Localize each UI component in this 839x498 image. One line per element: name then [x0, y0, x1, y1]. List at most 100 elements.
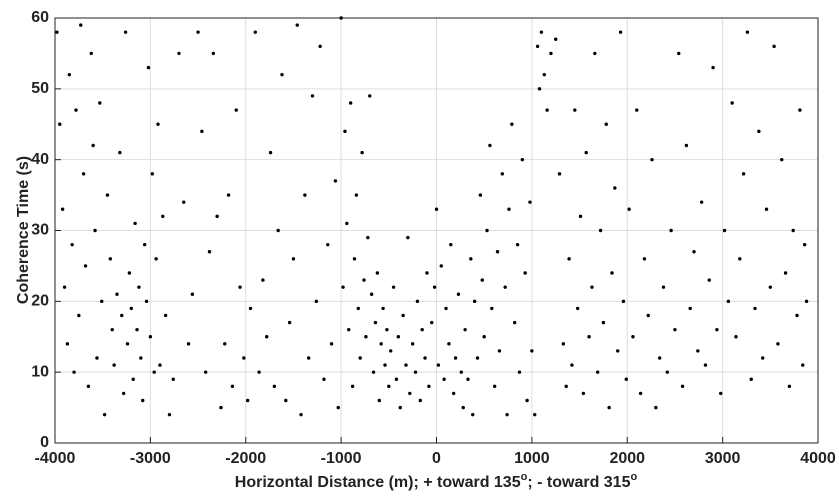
point	[394, 377, 399, 381]
point	[635, 108, 639, 112]
point	[377, 398, 381, 403]
point	[354, 193, 359, 197]
point	[475, 356, 480, 360]
point	[333, 179, 338, 183]
x-tick-label: 3000	[705, 450, 741, 467]
plot-frame	[54, 17, 819, 444]
point	[545, 108, 549, 112]
point	[70, 242, 74, 247]
point	[413, 370, 418, 374]
point	[276, 228, 280, 233]
x-tick-label: -1000	[321, 450, 362, 467]
point	[81, 172, 86, 176]
point	[89, 51, 93, 56]
point	[427, 384, 431, 389]
point	[306, 356, 311, 360]
point	[730, 101, 734, 105]
point	[389, 349, 393, 353]
point	[358, 356, 362, 360]
point	[515, 242, 520, 247]
point	[385, 327, 389, 332]
point	[528, 200, 532, 204]
point	[561, 342, 566, 346]
point	[590, 285, 594, 289]
point	[490, 306, 494, 311]
point	[420, 327, 424, 332]
point	[62, 285, 67, 289]
point	[680, 384, 685, 389]
point	[230, 384, 235, 389]
point	[601, 320, 606, 325]
point	[787, 384, 792, 389]
point	[418, 398, 422, 403]
point	[287, 320, 292, 325]
point	[613, 186, 617, 190]
point	[472, 299, 477, 304]
point	[387, 384, 391, 389]
point	[139, 356, 143, 360]
point	[200, 129, 204, 134]
point	[539, 30, 544, 34]
point	[492, 384, 497, 389]
point	[570, 363, 574, 367]
point	[791, 228, 795, 233]
point	[469, 257, 473, 261]
point	[284, 398, 288, 403]
point	[322, 377, 326, 381]
point	[314, 299, 319, 304]
point	[326, 242, 330, 247]
point	[478, 193, 483, 197]
point	[466, 377, 470, 381]
point	[257, 370, 261, 374]
y-tick-label: 60	[31, 9, 49, 26]
point	[497, 349, 502, 353]
point	[125, 342, 130, 346]
point	[423, 356, 427, 360]
point	[760, 356, 765, 360]
point	[238, 285, 242, 289]
x-tick-label: 2000	[609, 450, 645, 467]
point	[444, 306, 448, 311]
point	[801, 363, 805, 367]
point	[618, 30, 623, 34]
point	[430, 320, 434, 325]
point	[549, 51, 553, 56]
point	[156, 122, 160, 126]
y-tick-label: 20	[31, 293, 49, 310]
point	[133, 221, 137, 226]
point	[93, 228, 97, 233]
point	[121, 391, 126, 396]
point	[366, 235, 370, 240]
point	[401, 313, 405, 318]
point	[533, 412, 537, 417]
point	[581, 391, 586, 396]
point	[604, 122, 608, 126]
point	[453, 356, 458, 360]
point	[757, 129, 761, 134]
point	[211, 51, 216, 56]
point	[299, 412, 303, 417]
point	[442, 377, 446, 381]
point	[507, 207, 511, 211]
point	[86, 384, 91, 389]
point	[595, 370, 600, 374]
point	[371, 370, 376, 374]
y-tick-label: 40	[31, 151, 49, 168]
point	[657, 356, 662, 360]
point	[223, 342, 227, 346]
point	[557, 172, 562, 176]
point	[554, 37, 558, 41]
point	[780, 157, 784, 162]
point	[804, 299, 809, 304]
point	[510, 122, 514, 126]
point	[347, 327, 351, 332]
point	[404, 363, 408, 367]
point	[383, 363, 387, 367]
point	[148, 335, 153, 339]
point	[711, 65, 715, 70]
point	[537, 87, 542, 91]
point	[339, 16, 343, 20]
point	[291, 257, 296, 261]
point	[146, 65, 151, 70]
point	[182, 200, 186, 204]
